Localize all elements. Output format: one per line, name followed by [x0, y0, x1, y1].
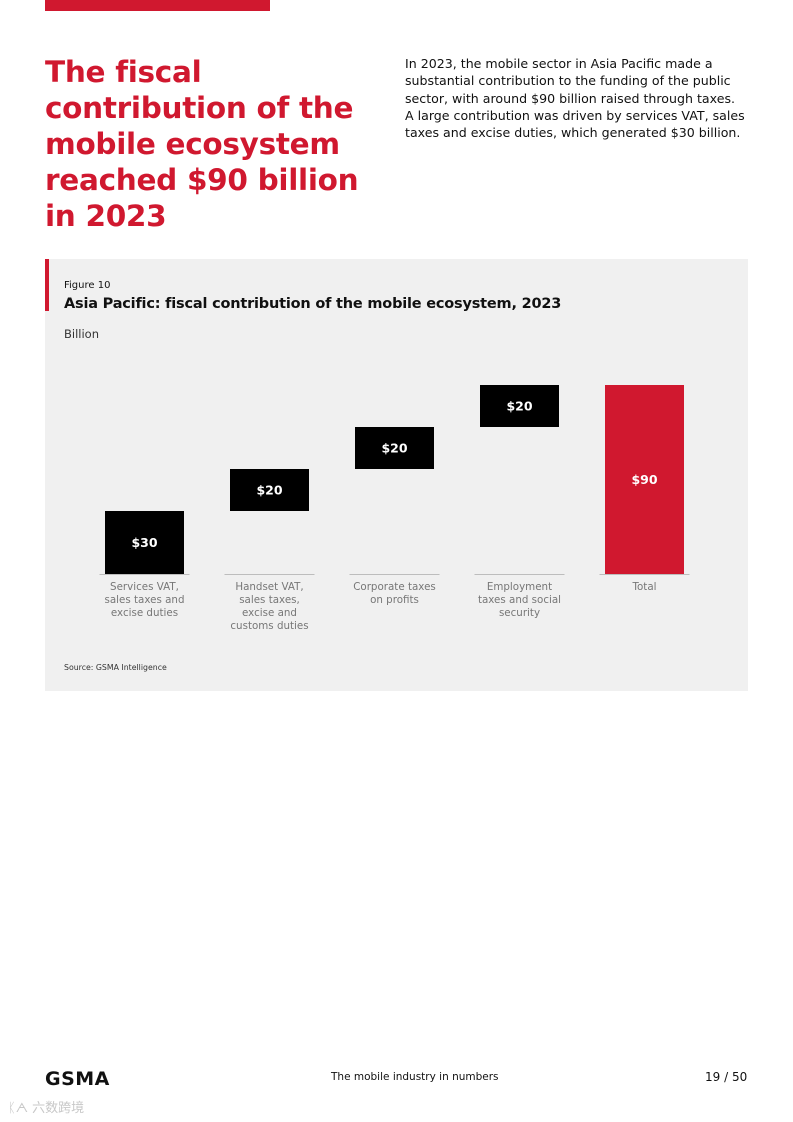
bar-value-label: $20	[256, 483, 282, 498]
footer-publication-title: The mobile industry in numbers	[331, 1071, 499, 1083]
watermark: ᛕᗅ 六数跨境	[8, 1101, 85, 1116]
waterfall-bar	[230, 469, 309, 511]
category-label: Employment taxes and social security	[478, 581, 561, 619]
category-label: Total	[631, 581, 656, 593]
waterfall-bar	[105, 511, 184, 574]
page-headline: The fiscal contribution of the mobile ec…	[45, 55, 359, 233]
bar-value-label: $90	[631, 472, 657, 487]
waterfall-bar	[480, 385, 559, 427]
category-label: Corporate taxes on profits	[353, 581, 436, 606]
bar-value-label: $20	[381, 441, 407, 456]
figure-number: Figure 10	[64, 280, 111, 291]
chart-unit-label: Billion	[64, 327, 99, 341]
figure-source: Source: GSMA Intelligence	[64, 663, 167, 672]
top-accent-bar	[45, 0, 270, 11]
waterfall-chart: $30 Services VAT, sales taxes and excise du…	[99, 385, 690, 632]
page-number: 19 / 50	[705, 1070, 748, 1084]
waterfall-bar	[355, 427, 434, 469]
bar-value-label: $30	[131, 535, 157, 550]
figure-accent-bar	[45, 259, 49, 311]
intro-paragraph: In 2023, the mobile sector in Asia Pacif…	[405, 56, 745, 141]
figure-panel: Figure 10 Asia Pacific: fiscal contribut…	[45, 259, 748, 691]
category-label: Services VAT, sales taxes and excise dutie…	[105, 581, 185, 619]
figure-title: Asia Pacific: fiscal contribution of the…	[64, 296, 562, 312]
category-label: Handset VAT, sales taxes, excise and custom…	[230, 581, 308, 632]
gsma-logo: GSMA	[45, 1068, 110, 1090]
total-bar	[605, 385, 684, 574]
bar-value-label: $20	[506, 399, 532, 414]
